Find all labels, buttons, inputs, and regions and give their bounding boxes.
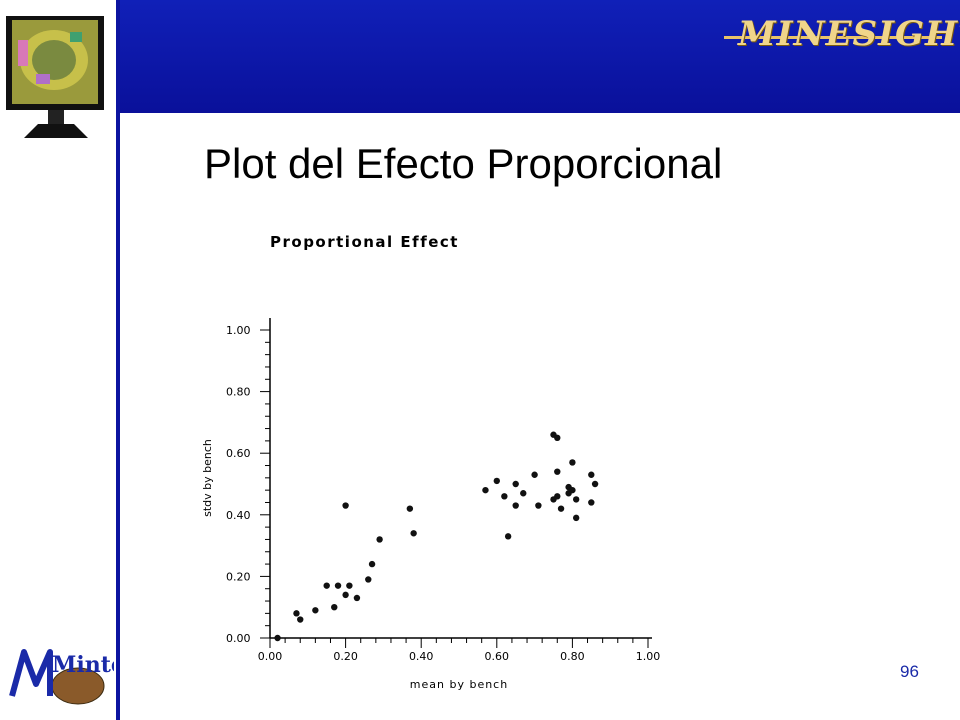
data-point [535, 502, 542, 509]
header-banner [120, 0, 960, 113]
data-point [346, 582, 353, 589]
y-tick-label: 0.20 [226, 570, 251, 583]
data-point [531, 471, 538, 478]
x-tick-label: 1.00 [636, 650, 661, 663]
banner-accent-line [724, 36, 942, 39]
page-number: 96 [900, 662, 919, 681]
x-tick-label: 0.80 [560, 650, 585, 663]
data-point [569, 486, 576, 494]
y-tick-label: 0.00 [226, 632, 251, 645]
monitor-icon [6, 16, 104, 138]
data-point [297, 616, 304, 623]
data-point [591, 480, 599, 488]
data-point [557, 505, 565, 512]
data-point [493, 477, 500, 485]
data-point [554, 434, 561, 441]
data-point [482, 486, 489, 494]
data-point [501, 493, 508, 500]
x-tick-label: 0.20 [333, 650, 358, 663]
data-point [504, 533, 512, 540]
data-point [312, 607, 319, 614]
y-tick-label: 0.60 [226, 447, 251, 460]
x-tick-label: 0.40 [409, 650, 434, 663]
data-point [512, 480, 519, 488]
data-point [569, 459, 576, 466]
y-tick-label: 0.80 [226, 386, 251, 399]
data-point [588, 471, 595, 478]
data-point [512, 502, 519, 509]
vertical-divider [116, 0, 120, 720]
data-point [554, 493, 561, 500]
mintec-logo-text: Mintec [52, 652, 114, 678]
y-tick-label: 1.00 [226, 324, 251, 337]
mintec-logo-icon: Mintec [9, 649, 114, 705]
chart-title: Proportional Effect [270, 233, 459, 251]
data-point [331, 604, 338, 611]
slide-title: Plot del Efecto Proporcional [204, 140, 723, 187]
data-point [520, 490, 527, 497]
data-point [323, 582, 330, 589]
brand-logo: MINESIGHT [738, 14, 960, 54]
data-point [274, 634, 281, 642]
data-point [406, 505, 414, 512]
data-point [572, 514, 580, 522]
data-point [368, 560, 376, 568]
x-tick-label: 0.60 [485, 650, 510, 663]
data-point [554, 468, 561, 475]
data-point [588, 499, 595, 506]
x-tick-label: 0.00 [258, 650, 283, 663]
data-point [353, 594, 361, 602]
data-point [342, 591, 349, 599]
y-tick-label: 0.40 [226, 509, 251, 522]
data-point [410, 530, 417, 537]
data-point [572, 496, 580, 503]
x-axis-label: mean by bench [410, 678, 508, 691]
data-point [334, 582, 342, 589]
y-axis-label: stdv by bench [201, 439, 214, 517]
data-point [293, 610, 300, 617]
data-point [365, 576, 372, 583]
data-point [342, 502, 349, 509]
data-point [376, 536, 383, 543]
